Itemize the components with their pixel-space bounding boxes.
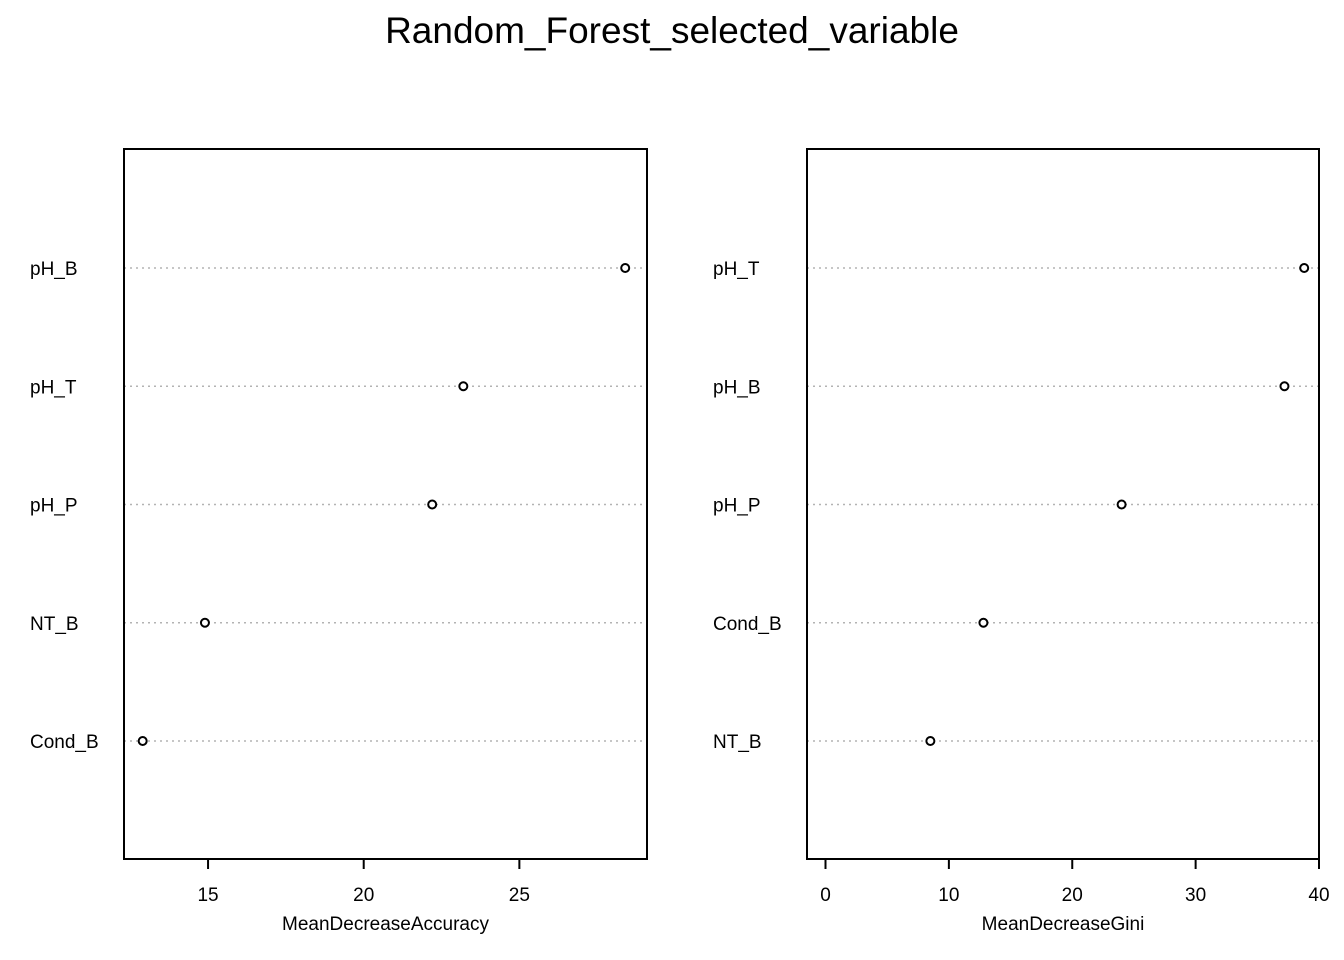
- data-point: [978, 617, 989, 628]
- category-label: Cond_B: [713, 614, 782, 635]
- x-tick-label: 0: [820, 885, 831, 906]
- data-point: [1279, 381, 1290, 392]
- x-tick-label: 15: [197, 885, 218, 906]
- panel-mean-decrease-accuracy: pH_B pH_T pH_P NT_B Cond_B 15 20 25 MeanDecrease…: [30, 148, 648, 935]
- x-axis-title: MeanDecreaseGini: [982, 914, 1145, 935]
- category-label: NT_B: [30, 614, 79, 635]
- plot-frame: [806, 148, 1320, 860]
- chart-title: Random_Forest_selected_variable: [385, 10, 959, 51]
- x-tick-label: 20: [353, 885, 374, 906]
- panel-mean-decrease-gini: pH_T pH_B pH_P Cond_B NT_B 0 10 20 30 40 MeanDecre…: [713, 148, 1330, 935]
- category-label: pH_T: [30, 377, 77, 398]
- data-point: [199, 617, 210, 628]
- data-point: [620, 263, 631, 273]
- data-point: [1299, 263, 1310, 273]
- x-axis-title: MeanDecreaseAccuracy: [282, 914, 489, 935]
- data-point: [137, 736, 148, 746]
- x-tick-label: 25: [509, 885, 530, 906]
- data-point: [925, 736, 936, 746]
- x-tick-label: 20: [1062, 885, 1083, 906]
- category-label: pH_B: [30, 259, 78, 280]
- x-tick-label: 30: [1185, 885, 1206, 906]
- data-point: [427, 499, 438, 510]
- category-label: pH_P: [30, 496, 78, 517]
- category-label: pH_P: [713, 496, 761, 517]
- data-point: [458, 381, 469, 392]
- category-label: pH_B: [713, 377, 761, 398]
- category-label: NT_B: [713, 732, 762, 753]
- x-tick-label: 10: [938, 885, 959, 906]
- data-point: [1116, 499, 1127, 510]
- category-label: pH_T: [713, 259, 760, 280]
- x-tick-label: 40: [1308, 885, 1329, 906]
- category-label: Cond_B: [30, 732, 99, 753]
